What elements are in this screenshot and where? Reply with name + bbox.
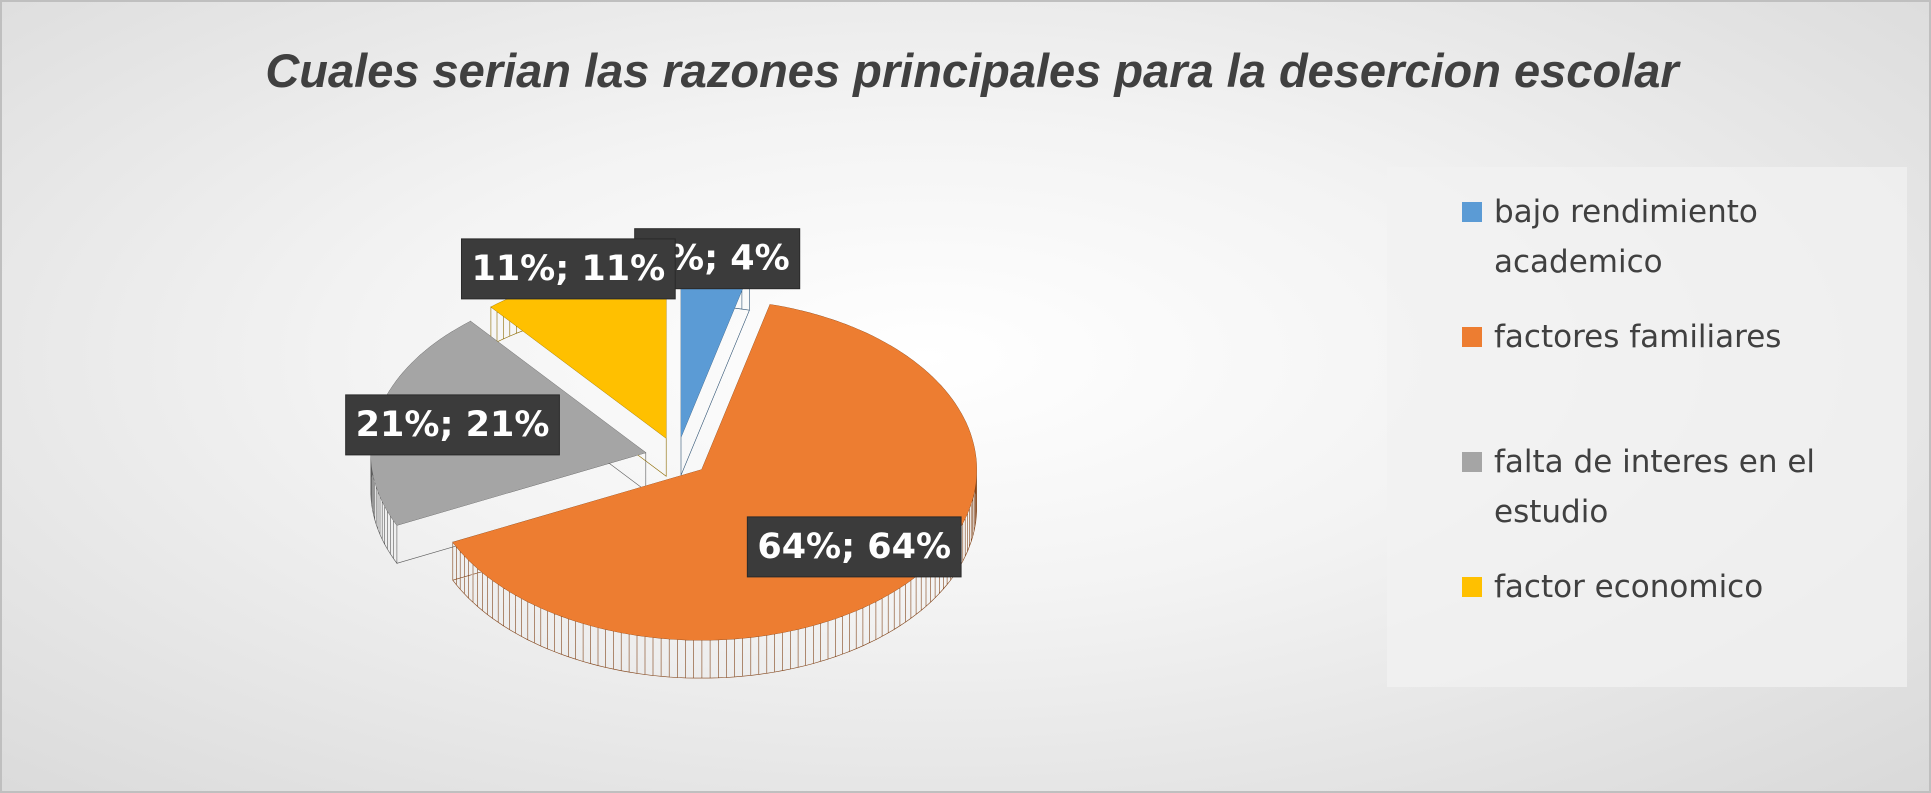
legend-label: falta de interes en el estudio [1494, 444, 1816, 530]
legend-item: bajo rendimiento academico [1462, 187, 1862, 312]
legend-item: factor economico [1462, 562, 1862, 687]
legend-swatch [1462, 452, 1482, 472]
chart-title: Cuales serian las razones principales pa… [265, 44, 1679, 97]
legend-swatch [1462, 327, 1482, 347]
legend: bajo rendimiento academico factores famil… [1387, 167, 1907, 687]
legend-item: factores familiares [1462, 312, 1862, 437]
data-label-box [345, 394, 560, 456]
data-label-text: 64%; 64% [757, 527, 951, 567]
slice [681, 266, 750, 438]
slice [490, 267, 667, 439]
legend-swatch [1462, 577, 1482, 597]
legend-item: falta de interes en el estudio [1462, 437, 1862, 562]
legend-label: bajo rendimiento academico [1494, 194, 1758, 280]
data-label: 64%; 64% [746, 516, 962, 578]
legend-label: factor economico [1494, 569, 1764, 605]
data-label: 21%; 21% [345, 394, 560, 456]
data-label-box [746, 516, 962, 578]
data-label-text: 21%; 21% [356, 405, 550, 445]
legend-label: factores familiares [1494, 319, 1782, 355]
data-label: 11%; 11% [460, 238, 676, 300]
legend-swatch [1462, 202, 1482, 222]
data-label-box [460, 238, 676, 300]
data-label-text: 11%; 11% [471, 249, 665, 289]
